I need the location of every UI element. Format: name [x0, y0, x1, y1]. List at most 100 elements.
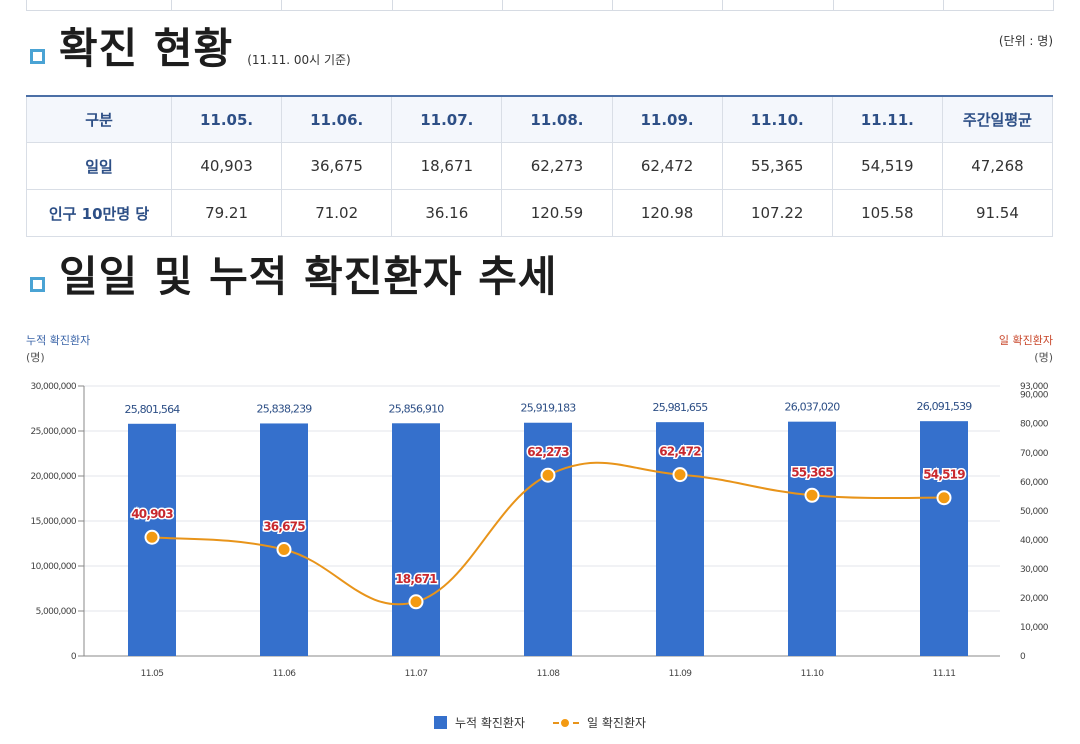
line-value-label: 40,903 [131, 507, 173, 521]
table-cell: 62,472 [611, 142, 723, 190]
bar-swatch-icon [433, 716, 447, 729]
right-tick-label: 20,000 [1020, 594, 1049, 604]
left-tick-label: 20,000,000 [30, 472, 76, 482]
chart-legend: 누적 확진환자 일 확진환자 [0, 714, 1080, 731]
left-tick-label: 5,000,000 [36, 607, 77, 617]
x-tick-label: 11.08 [537, 669, 561, 679]
status-section-subtitle: (11.11. 00시 기준) [247, 53, 351, 67]
header-cell: 구분 [26, 95, 172, 143]
bar [656, 422, 704, 656]
x-tick-label: 11.10 [801, 669, 825, 679]
right-tick-label: 10,000 [1020, 623, 1049, 633]
header-cell: 11.07. [391, 95, 503, 143]
legend-label: 누적 확진환자 [454, 716, 526, 730]
header-cell: 11.05. [170, 95, 283, 143]
bar [260, 423, 308, 656]
table-cell: 79.21 [170, 189, 283, 237]
right-tick-label: 30,000 [1020, 565, 1049, 575]
right-axis-unit: (명) [1034, 351, 1053, 364]
line-point [276, 542, 292, 558]
x-tick-label: 11.09 [669, 669, 693, 679]
right-tick-label: 93,000 [1020, 382, 1049, 392]
right-tick-label: 0 [1020, 652, 1026, 662]
right-tick-label: 70,000 [1020, 449, 1049, 459]
line-value-label: 54,519 [923, 468, 965, 482]
bar [920, 421, 968, 656]
row-label: 인구 10만명 당 [26, 189, 172, 237]
row-label: 일일 [26, 142, 172, 190]
header-cell: 주간일평균 [941, 95, 1054, 143]
right-tick-label: 80,000 [1020, 420, 1049, 430]
left-axis-unit: (명) [26, 351, 45, 364]
legend-label: 일 확진환자 [587, 716, 647, 730]
left-axis-title: 누적 확진환자 [26, 334, 91, 347]
table-row: 일일 40,903 36,675 18,671 62,273 62,472 55… [26, 142, 1054, 190]
status-section-header: 확진 현황 (11.11. 00시 기준) [30, 28, 351, 70]
header-cell: 11.06. [281, 95, 393, 143]
line-point [936, 490, 952, 506]
line-point [408, 594, 424, 610]
table-cell: 120.98 [611, 189, 723, 237]
legend-item-cumulative[interactable]: 누적 확진환자 [433, 714, 526, 731]
table-cell: 40,903 [170, 142, 283, 190]
line-point [540, 467, 556, 483]
table-cell: 55,365 [721, 142, 833, 190]
line-swatch-icon [553, 717, 580, 729]
right-tick-label: 50,000 [1020, 507, 1049, 517]
previous-table-remnant [26, 0, 1055, 11]
table-cell: 107.22 [721, 189, 833, 237]
legend-item-daily[interactable]: 일 확진환자 [553, 714, 646, 731]
bar-value-label: 25,801,564 [125, 403, 181, 416]
right-axis-title: 일 확진환자 [998, 334, 1053, 347]
line-point [672, 467, 688, 483]
line-value-label: 36,675 [263, 520, 305, 534]
status-table: 구분 11.05. 11.06. 11.07. 11.08. 11.09. 11… [26, 95, 1054, 237]
table-cell: 120.59 [501, 189, 613, 237]
table-cell: 62,273 [501, 142, 613, 190]
table-cell: 91.54 [941, 189, 1054, 237]
left-tick-label: 10,000,000 [30, 562, 76, 572]
table-cell: 18,671 [391, 142, 503, 190]
x-tick-label: 11.05 [141, 669, 164, 679]
status-section-title: 확진 현황 [59, 24, 234, 73]
line-point [804, 487, 820, 503]
bar-value-label: 25,838,239 [257, 402, 313, 415]
x-tick-label: 11.11 [933, 669, 956, 679]
table-cell: 47,268 [941, 142, 1054, 190]
header-cell: 11.10. [721, 95, 833, 143]
right-tick-label: 60,000 [1020, 478, 1049, 488]
right-tick-label: 90,000 [1020, 391, 1049, 401]
left-tick-label: 25,000,000 [30, 427, 76, 437]
line-value-label: 18,671 [395, 572, 437, 586]
status-table-header-row: 구분 11.05. 11.06. 11.07. 11.08. 11.09. 11… [26, 95, 1054, 143]
table-row: 인구 10만명 당 79.21 71.02 36.16 120.59 120.9… [26, 189, 1054, 237]
bar [524, 422, 572, 656]
line-value-label: 62,472 [659, 445, 701, 459]
x-tick-label: 11.07 [405, 669, 428, 679]
bar-value-label: 25,919,183 [521, 402, 577, 415]
bar-value-label: 25,856,910 [389, 402, 445, 415]
bar [392, 423, 440, 656]
bar [788, 421, 836, 656]
line-point [144, 529, 160, 545]
left-tick-label: 0 [71, 652, 77, 662]
unit-label: (단위 : 명) [998, 34, 1053, 48]
line-value-label: 62,273 [527, 445, 569, 459]
table-cell: 71.02 [281, 189, 393, 237]
trend-section-header: 일일 및 누적 확진환자 추세 [30, 256, 558, 298]
left-tick-label: 15,000,000 [30, 517, 76, 527]
bar-value-label: 26,091,539 [917, 400, 973, 413]
x-tick-label: 11.06 [273, 669, 297, 679]
section-bullet-icon [30, 49, 45, 64]
bar-value-label: 26,037,020 [785, 401, 841, 414]
table-cell: 105.58 [831, 189, 943, 237]
header-cell: 11.08. [501, 95, 613, 143]
section-bullet-icon [30, 277, 45, 292]
left-tick-label: 30,000,000 [30, 382, 76, 392]
header-cell: 11.11. [831, 95, 943, 143]
right-tick-label: 40,000 [1020, 536, 1049, 546]
line-value-label: 55,365 [791, 465, 833, 479]
bar-value-label: 25,981,655 [653, 401, 709, 414]
trend-section-title: 일일 및 누적 확진환자 추세 [59, 252, 558, 301]
